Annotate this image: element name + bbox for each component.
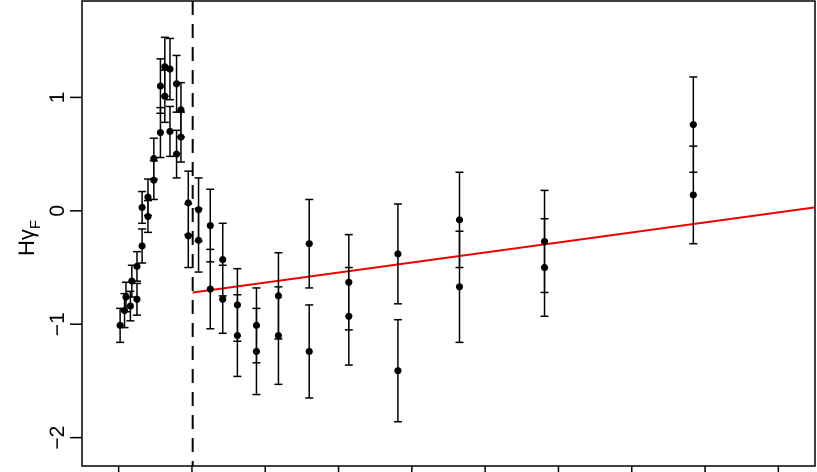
data-point [133, 295, 141, 303]
data-point [394, 250, 402, 258]
data-point [455, 216, 464, 224]
data-point [126, 302, 134, 310]
data-point-group [138, 228, 147, 264]
fit-line [192, 206, 816, 294]
data-point [345, 312, 353, 320]
y-axis-label-main: Hγ [14, 229, 39, 256]
y-tick-label: 1 [46, 92, 69, 104]
data-point [172, 150, 181, 158]
data-point-group [143, 199, 152, 234]
data-point-group [540, 218, 549, 318]
data-point-group [233, 293, 242, 378]
data-point [172, 80, 181, 88]
data-point-group [126, 290, 135, 322]
data-point [156, 128, 165, 137]
data-point-group [206, 248, 215, 330]
data-point-group [252, 307, 261, 396]
data-point [161, 92, 169, 100]
data-point-group [218, 264, 227, 335]
data-point-group [156, 58, 165, 115]
data-point-group [344, 266, 353, 366]
data-point [219, 255, 227, 264]
data-point [120, 307, 129, 315]
data-point-group [116, 307, 125, 344]
data-point [166, 127, 174, 136]
data-point-group [172, 54, 181, 113]
data-point [122, 293, 130, 301]
data-point [150, 176, 158, 184]
data-point [455, 283, 464, 291]
data-point [166, 65, 174, 73]
data-point [305, 347, 313, 356]
data-point-group [393, 318, 402, 423]
data-point [233, 331, 241, 340]
y-axis-label-sub: F [27, 220, 44, 229]
data-point-group [121, 281, 130, 313]
data-point-group [165, 105, 174, 158]
x-axis [117, 466, 780, 472]
data-point [274, 331, 283, 340]
y-axis-label: HγF [14, 220, 44, 256]
plot-frame [81, 0, 816, 467]
data-point [252, 347, 261, 356]
data-point [133, 262, 141, 270]
data-point-group [132, 250, 141, 282]
y-axis: −2 −1 0 1 [46, 92, 82, 450]
data-point-group [160, 69, 169, 124]
data-points [116, 36, 698, 423]
data-point [194, 236, 203, 244]
data-point-group [274, 286, 283, 386]
data-point [144, 193, 152, 201]
data-point-group [172, 129, 181, 179]
data-point [206, 285, 214, 293]
data-point-group [689, 145, 698, 245]
y-tick-label: 0 [46, 205, 69, 217]
data-point-group [165, 37, 174, 101]
data-point-group [138, 190, 147, 225]
y-tick-label: −1 [46, 312, 69, 336]
data-point-group [132, 282, 141, 316]
data-point-group [305, 198, 314, 289]
data-point [394, 367, 402, 375]
data-point [156, 82, 165, 90]
data-point [138, 242, 146, 250]
data-point-group [455, 230, 464, 344]
data-point [138, 203, 146, 212]
data-point [689, 191, 697, 199]
data-point [144, 212, 152, 221]
y-tick-label: −2 [46, 426, 69, 450]
data-point-group [149, 160, 158, 201]
data-point [206, 221, 214, 230]
data-point-group [184, 203, 193, 269]
data-point [184, 232, 192, 240]
data-point [177, 133, 185, 141]
data-point-group [156, 106, 165, 159]
data-point [305, 240, 313, 248]
data-point-group [176, 111, 185, 163]
data-point [689, 121, 697, 129]
data-point [219, 295, 227, 303]
data-point-group [305, 304, 314, 399]
data-point-group [393, 203, 402, 305]
data-point-group [194, 207, 203, 273]
data-point [540, 263, 549, 272]
